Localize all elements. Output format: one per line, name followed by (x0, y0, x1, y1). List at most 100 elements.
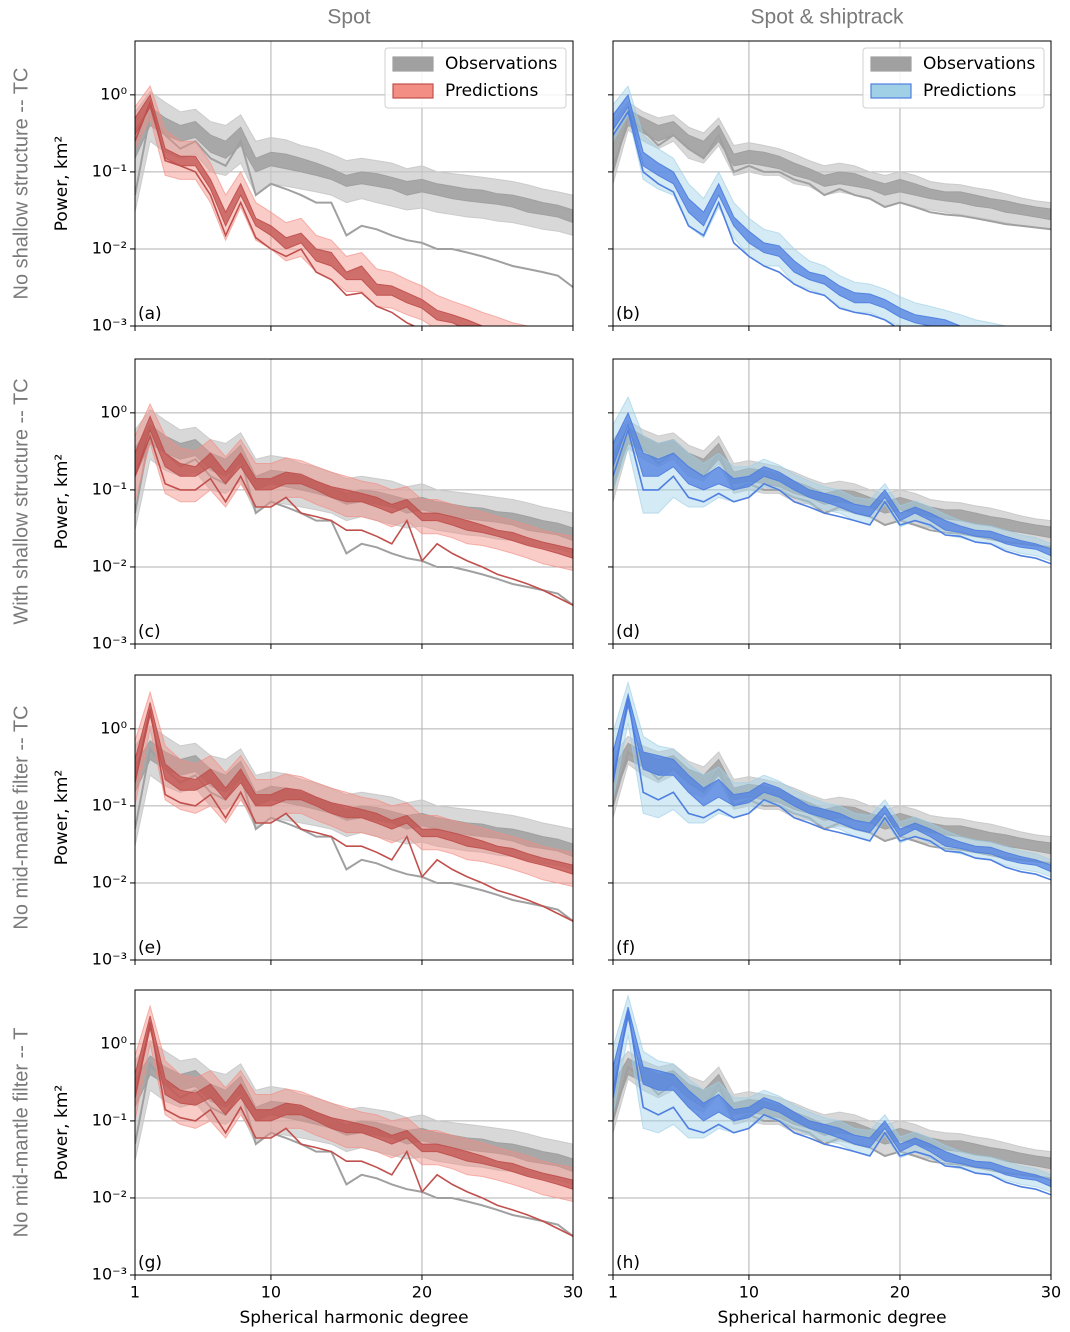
prediction-inner-band (613, 411, 1051, 557)
y-tick-label: 10⁻² (92, 1187, 127, 1206)
x-tick-label: 30 (1041, 1283, 1061, 1302)
panel-label: (c) (138, 622, 161, 642)
data-layer (613, 395, 1051, 565)
y-tick-label: 10⁻¹ (92, 479, 127, 498)
series-line (613, 109, 896, 326)
data-layer (135, 402, 573, 606)
prediction-inner-band (135, 1015, 573, 1190)
data-layer (613, 680, 1051, 881)
data-layer (613, 993, 1051, 1196)
data-layer (135, 1004, 573, 1237)
y-tick-label: 10⁻³ (92, 1265, 127, 1284)
panel: (f) (608, 674, 1052, 965)
y-tick-label: 10⁰ (100, 718, 127, 737)
x-tick-label: 1 (130, 1283, 140, 1302)
panel: 10⁻³ 10⁻² 10⁻¹ 10⁰ (a) Observations Prediction… (92, 40, 574, 335)
panel-label: (f) (616, 938, 635, 958)
legend-label: Observations (923, 54, 1036, 74)
panel: (b) Observations Predictions (608, 40, 1052, 331)
data-layer (135, 690, 573, 922)
series-line (135, 112, 573, 288)
x-axis-label: Spherical harmonic degree (717, 1308, 946, 1328)
panel-label: (b) (616, 304, 640, 324)
x-tick-label: 30 (563, 1283, 583, 1302)
x-tick-label: 10 (261, 1283, 281, 1302)
series-line (135, 99, 417, 326)
series-line (613, 427, 1051, 565)
row-label: No mid-mantle filter -- T (10, 1028, 32, 1238)
panel: (d) (608, 358, 1052, 649)
legend-swatch (870, 83, 912, 99)
x-tick-label: 10 (739, 1283, 759, 1302)
x-tick-label: 20 (412, 1283, 432, 1302)
prediction-inner-band (135, 93, 485, 326)
panel-frame (612, 40, 1052, 327)
prediction-inner-band (613, 93, 963, 326)
y-tick-label: 10⁻² (92, 556, 127, 575)
panel: 10⁻³ 10⁻² 10⁻¹ 10⁰ (c) (92, 358, 574, 653)
series-line (135, 746, 573, 922)
y-tick-label: 10⁻¹ (92, 161, 127, 180)
series-line (135, 1061, 573, 1237)
panel-frame (134, 674, 574, 961)
series-line (135, 430, 573, 606)
panel-frame (612, 674, 1052, 961)
prediction-inner-band (135, 415, 573, 559)
y-tick-label: 10⁻¹ (92, 1110, 127, 1129)
legend-swatch (392, 83, 434, 99)
legend-label: Predictions (923, 81, 1016, 101)
column-title: Spot & shiptrack (751, 6, 904, 29)
y-tick-label: 10⁻² (92, 872, 127, 891)
series-line (613, 1010, 1051, 1196)
legend-swatch (392, 56, 434, 72)
panel: 10⁻³ 10⁻² 10⁻¹ 10⁰ (e) (92, 674, 574, 969)
observation-inner-band (135, 106, 573, 224)
data-layer (135, 85, 573, 326)
row-label: No shallow structure -- TC (10, 68, 32, 300)
panel-label: (g) (138, 1253, 162, 1273)
row-label: With shallow structure -- TC (10, 378, 32, 624)
panel-frame (134, 989, 574, 1276)
series-line (135, 1022, 573, 1237)
row-label: No mid-mantle filter -- TC (10, 705, 32, 929)
x-tick-label: 20 (890, 1283, 910, 1302)
panel-label: (a) (138, 304, 162, 324)
y-tick-label: 10⁰ (100, 84, 127, 103)
y-axis-label: Power, km² (52, 770, 72, 865)
panel-label: (e) (138, 938, 162, 958)
prediction-inner-band (613, 1006, 1051, 1188)
x-tick-label: 1 (608, 1283, 618, 1302)
legend-label: Predictions (445, 81, 538, 101)
y-tick-label: 10⁰ (100, 402, 127, 421)
y-axis-label: Power, km² (52, 136, 72, 231)
series-line (613, 698, 1051, 881)
panel: 10⁻³ 10⁻² 10⁻¹ 10⁰ 1 10 20 30 Spherical harmonic… (92, 989, 583, 1328)
y-axis-label: Power, km² (52, 1085, 72, 1180)
panel-frame (134, 358, 574, 645)
series-line (135, 433, 573, 606)
y-tick-label: 10⁻³ (92, 950, 127, 969)
y-tick-label: 10⁻¹ (92, 795, 127, 814)
x-axis-label: Spherical harmonic degree (239, 1308, 468, 1328)
prediction-inner-band (135, 702, 573, 875)
y-axis-label: Power, km² (52, 454, 72, 549)
panel-frame (134, 40, 574, 327)
panel-label: (h) (616, 1253, 640, 1273)
observation-inner-band (613, 108, 1051, 221)
panel-label: (d) (616, 622, 640, 642)
legend-label: Observations (445, 54, 558, 74)
y-tick-label: 10⁻³ (92, 634, 127, 653)
panel: 1 10 20 30 Spherical harmonic degree (h) (608, 989, 1061, 1328)
legend-swatch (870, 56, 912, 72)
series-line (613, 116, 1051, 231)
y-tick-label: 10⁰ (100, 1033, 127, 1052)
series-line (135, 709, 573, 922)
prediction-inner-band (613, 692, 1051, 873)
y-tick-label: 10⁻³ (92, 316, 127, 335)
data-layer (613, 85, 1051, 326)
panel-frame (612, 358, 1052, 645)
y-tick-label: 10⁻² (92, 238, 127, 257)
panel-frame (612, 989, 1052, 1276)
column-title: Spot (327, 6, 370, 29)
